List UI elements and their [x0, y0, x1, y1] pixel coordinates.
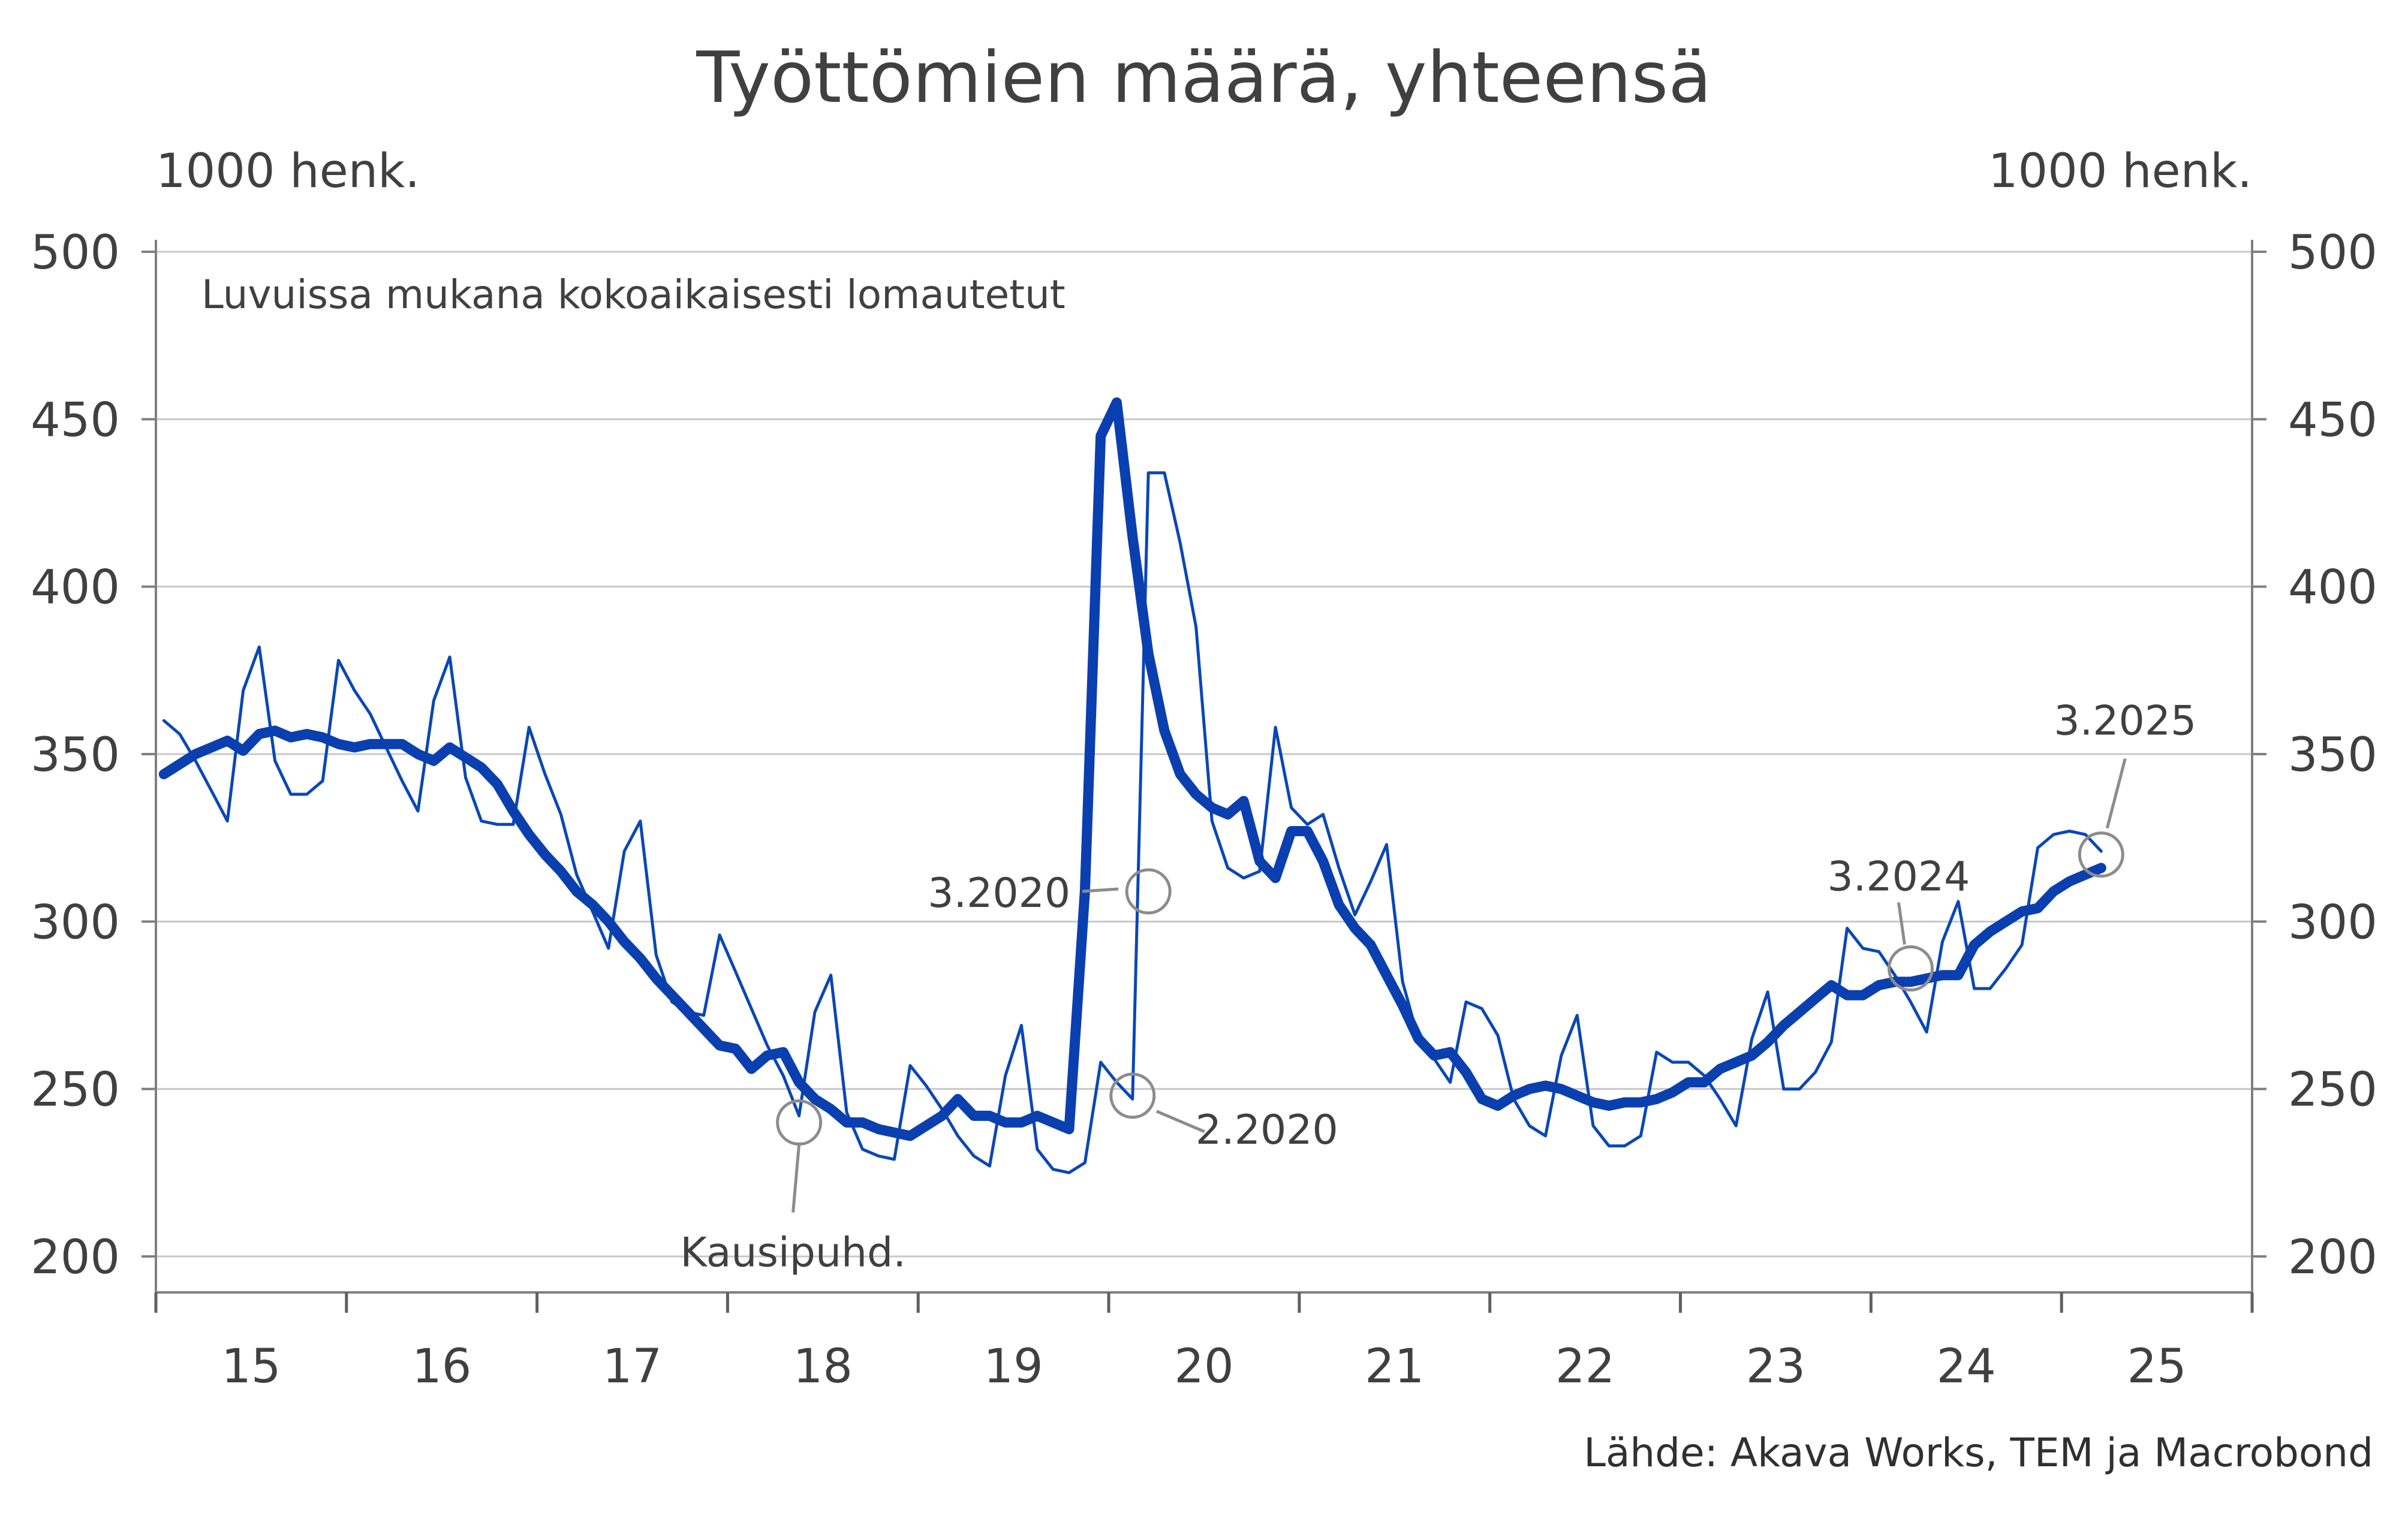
annotation-label: 3.2020 — [928, 870, 1070, 917]
y-tick-label-right: 200 — [2288, 1231, 2377, 1285]
y-tick-label-right: 250 — [2288, 1063, 2377, 1117]
series-line-seasonally-adjusted — [158, 397, 2106, 1141]
series-line-raw — [162, 471, 2103, 1174]
x-tick-label: 25 — [2127, 1340, 2186, 1394]
x-tick-label: 20 — [1174, 1340, 1233, 1394]
annotation-marker — [1125, 868, 1172, 915]
annotation-leader — [1082, 887, 1119, 893]
annotation-label: 3.2025 — [2054, 698, 2196, 745]
y-tick-label-right: 450 — [2288, 393, 2377, 447]
y-tick-label-right: 400 — [2288, 561, 2377, 615]
left-axis-unit: 1000 henk. — [156, 144, 420, 198]
y-tick-label-left: 400 — [31, 561, 120, 615]
x-tick-label: 18 — [793, 1340, 853, 1394]
y-tick-label-left: 450 — [31, 393, 120, 447]
x-tick-label: 22 — [1555, 1340, 1615, 1394]
y-tick-label-left: 250 — [31, 1063, 120, 1117]
y-tick-label-left: 300 — [31, 896, 120, 950]
x-tick-label: 16 — [412, 1340, 471, 1394]
annotation-leader — [1155, 1110, 1205, 1134]
annotation-leader — [2105, 758, 2127, 829]
x-tick-label: 17 — [603, 1340, 662, 1394]
annotation-label: 3.2024 — [1828, 854, 1970, 901]
axes — [155, 240, 2253, 1294]
annotation-label: Kausipuhd. — [680, 1229, 906, 1277]
right-axis-unit: 1000 henk. — [1988, 144, 2252, 198]
annotation-marker — [1887, 945, 1934, 992]
y-axis-right: 200 250 300 350 400 450 500 — [2252, 226, 2377, 1285]
annotation-leader — [1897, 902, 1906, 945]
x-tick-label: 24 — [1937, 1340, 1996, 1394]
x-axis: 15 16 17 18 19 20 21 22 23 24 25 — [154, 1292, 2254, 1394]
annotation-group: Kausipuhd. 2.2020 3.2020 3.2024 3.2025 — [680, 698, 2196, 1277]
annotation-label: 2.2020 — [1196, 1107, 1338, 1154]
y-axis-left: 200 250 300 350 400 450 500 — [31, 226, 156, 1285]
source-note: Lähde: Akava Works, TEM ja Macrobond — [1584, 1430, 2373, 1476]
x-tick-label: 19 — [984, 1340, 1043, 1394]
gridlines — [156, 251, 2252, 1258]
y-tick-label-right: 500 — [2288, 226, 2377, 280]
y-tick-label-left: 350 — [31, 728, 120, 782]
y-tick-label-right: 300 — [2288, 896, 2377, 950]
y-tick-label-left: 500 — [31, 226, 120, 280]
annotation-marker — [1109, 1072, 1156, 1119]
x-tick-label: 15 — [221, 1340, 281, 1394]
series-group — [158, 397, 2106, 1174]
x-tick-label: 21 — [1365, 1340, 1424, 1394]
annotation-leader — [791, 1144, 801, 1213]
x-tick-label: 23 — [1746, 1340, 1805, 1394]
chart-title: Työttömien määrä, yhteensä — [696, 36, 1711, 119]
chart-note: Luvuissa mukana kokoaikaisesti lomautetu… — [201, 272, 1065, 318]
y-tick-label-right: 350 — [2288, 728, 2377, 782]
annotation-marker — [2078, 831, 2124, 878]
y-tick-label-left: 200 — [31, 1231, 120, 1285]
